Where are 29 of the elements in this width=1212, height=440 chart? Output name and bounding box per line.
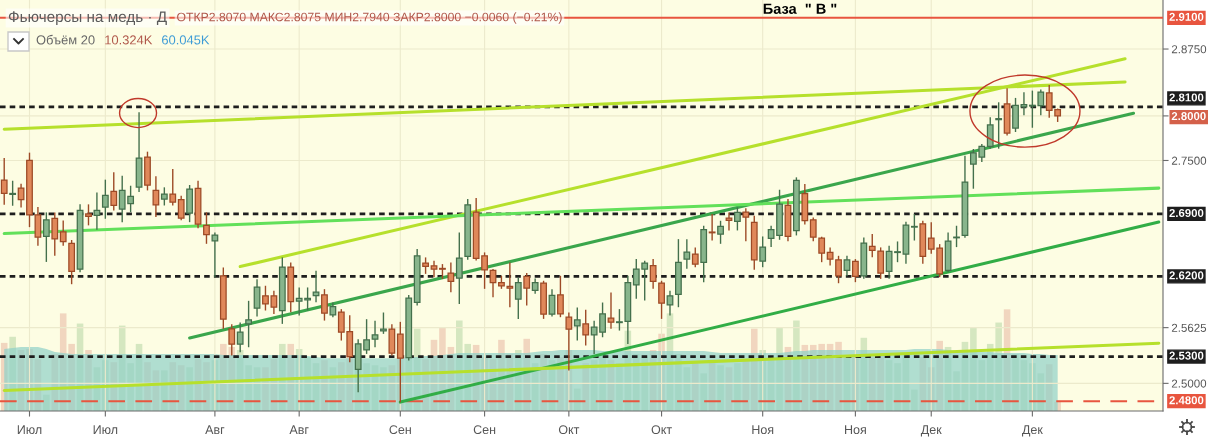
- text: Фьючерсы на медь · Д: [8, 11, 167, 26]
- annotation: 60.045K: [162, 35, 210, 45]
- y-tick-label: 2.8750: [1171, 45, 1207, 54]
- ref-line-label: 2.6200: [1169, 271, 1204, 280]
- y-tick-label: 2.8000: [1171, 112, 1206, 121]
- y-tick-label: 2.5625: [1171, 323, 1207, 332]
- x-tick-label: Авг: [205, 425, 225, 434]
- ref-line-label: 2.5300: [1169, 351, 1204, 360]
- x-tick-label: Дек: [920, 425, 942, 437]
- text: ОТКР2.8070 МАКС2.8075 МИН2.7940 ЗАКР2.8000 −0.0060 (−0.21%): [177, 12, 562, 24]
- ref-line-label: 2.9100: [1169, 12, 1204, 21]
- ref-line-label: 2.8100: [1169, 93, 1204, 102]
- x-tick-label: Дек: [1022, 425, 1043, 437]
- ref-line-label: 2.4800: [1169, 396, 1204, 405]
- x-tick-label: Ноя: [752, 425, 774, 435]
- x-tick-label: Ноя: [845, 425, 866, 435]
- x-tick-label: Сен: [389, 425, 411, 435]
- annotation: База " В ": [763, 3, 837, 14]
- x-tick-label: Авг: [289, 425, 309, 434]
- x-tick-label: Окт: [651, 425, 672, 435]
- annotation: 10.324K: [105, 35, 153, 45]
- y-tick-label: 2.5000: [1171, 379, 1207, 388]
- annotation: Объём 20: [36, 34, 95, 45]
- y-tick-label: 2.7500: [1171, 156, 1207, 165]
- x-tick-label: Сен: [473, 425, 496, 435]
- x-tick-label: Июл: [17, 425, 42, 435]
- ref-line-label: 2.6900: [1169, 208, 1204, 218]
- x-tick-label: Окт: [558, 425, 580, 435]
- x-tick-label: Июл: [93, 425, 118, 435]
